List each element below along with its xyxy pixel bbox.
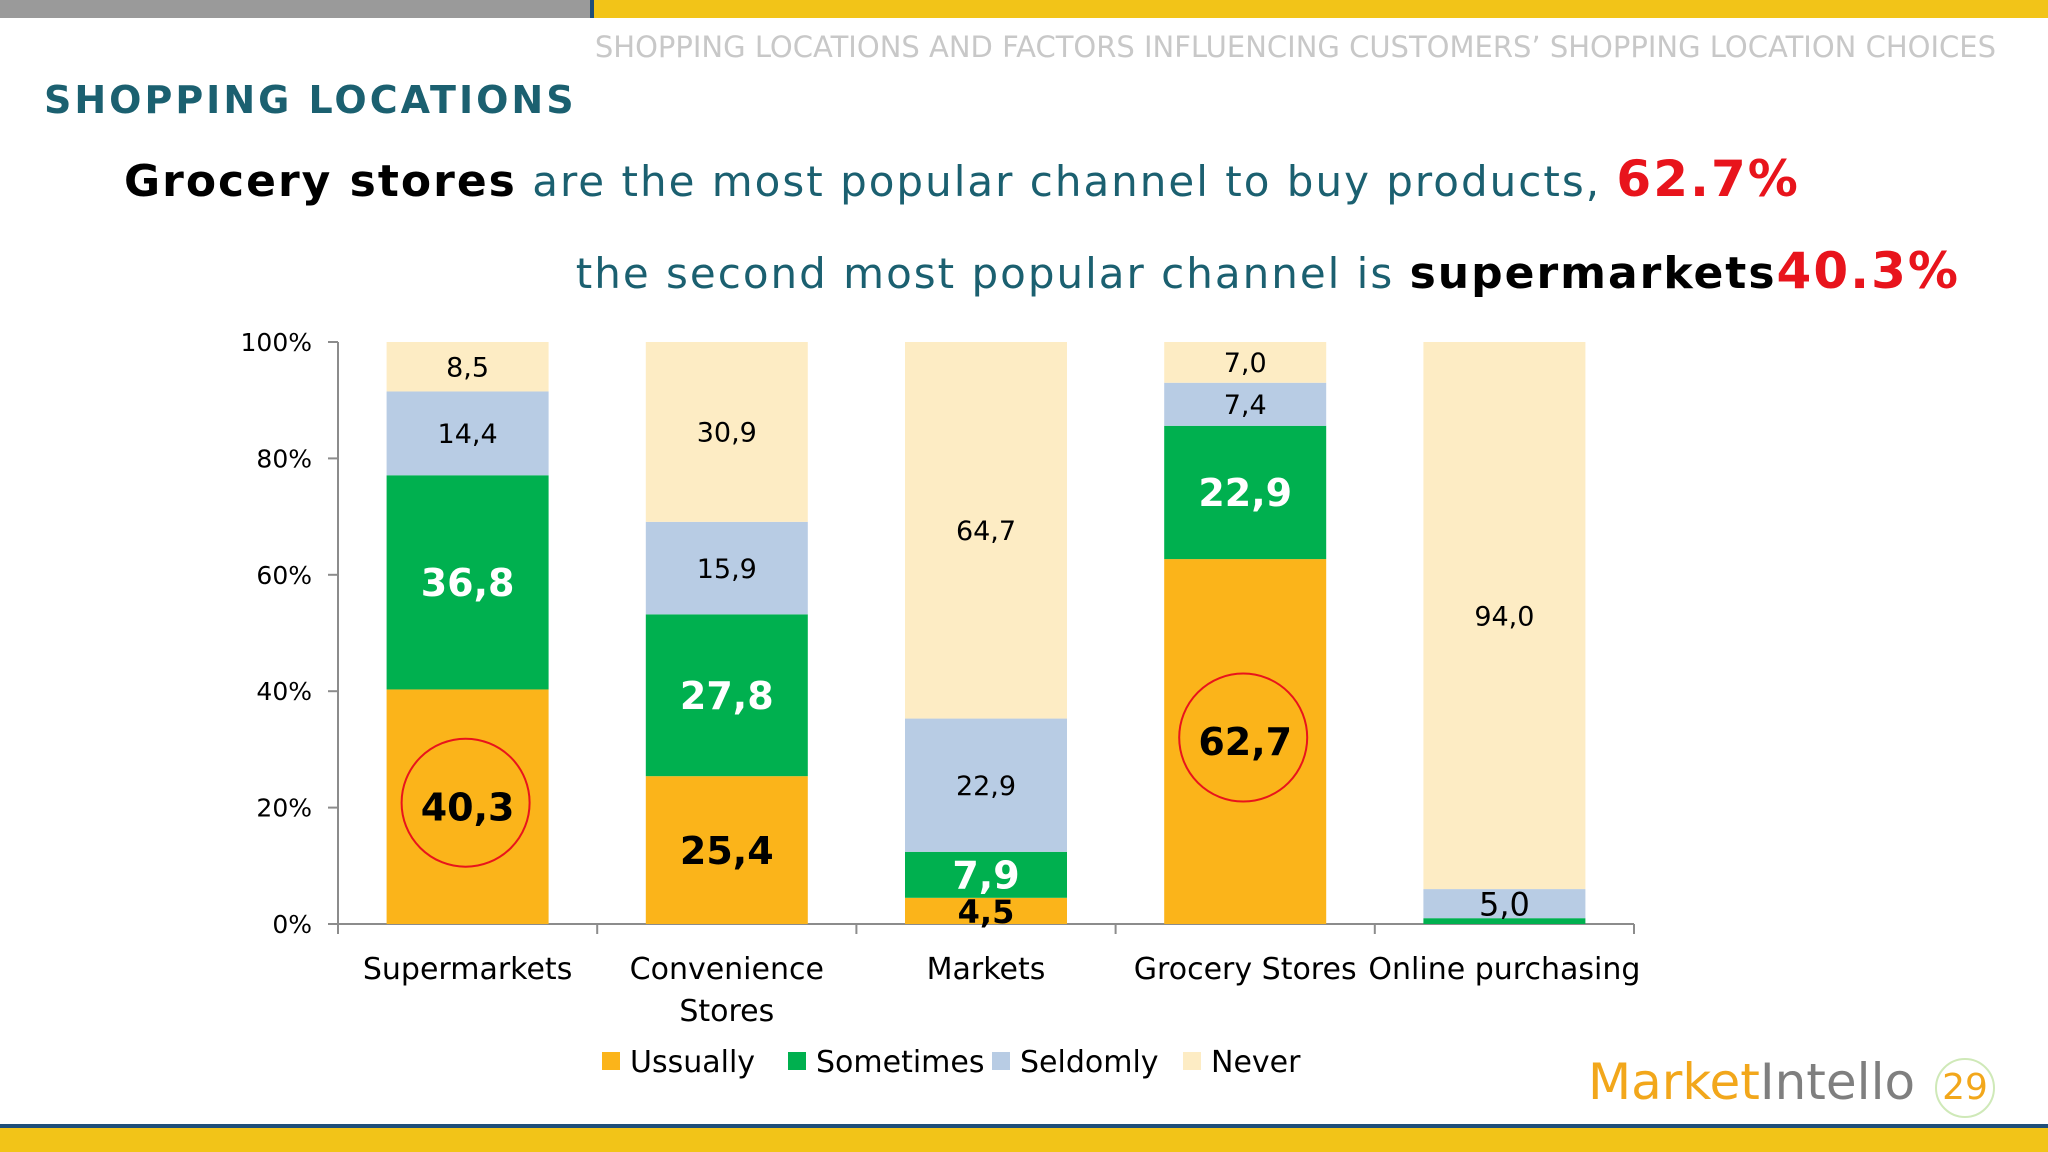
slide-header-title: SHOPPING LOCATIONS AND FACTORS INFLUENCI… xyxy=(594,30,1996,64)
headline-grocery-pct: 62.7% xyxy=(1616,150,1800,208)
data-label: 14,4 xyxy=(438,419,498,450)
highlight-circle xyxy=(1178,672,1309,803)
legend-label-seldomly: Seldomly xyxy=(1020,1045,1159,1080)
bar-sometimes-supermarkets xyxy=(386,475,549,690)
legend-label-sometimes: Sometimes xyxy=(816,1045,985,1080)
x-category-label: Stores xyxy=(679,994,774,1029)
headline-grocery-strong: Grocery stores xyxy=(124,156,517,207)
bar-seldomly-online-purchasing xyxy=(1423,889,1586,919)
logo-market-text: Market xyxy=(1588,1053,1760,1111)
data-label: 4,5 xyxy=(958,893,1015,931)
headline-supermarkets-text: the second most popular channel is xyxy=(575,249,1410,298)
headline-supermarkets-pct: 40.3% xyxy=(1776,242,1960,300)
bar-never-online-purchasing xyxy=(1423,342,1586,890)
x-category-label: Grocery Stores xyxy=(1134,952,1357,987)
x-category-label: Markets xyxy=(927,952,1046,987)
legend-swatch-sometimes xyxy=(788,1052,806,1070)
x-category-label: Supermarkets xyxy=(363,952,572,987)
y-tick-label: 60% xyxy=(256,561,312,590)
data-label: 36,8 xyxy=(421,561,515,605)
data-label: 62,7 xyxy=(1198,720,1292,764)
data-label: 5,0 xyxy=(1479,886,1530,924)
y-tick-label: 100% xyxy=(241,328,312,357)
legend-swatch-never xyxy=(1183,1052,1201,1070)
marketintello-logo: MarketIntello xyxy=(1588,1053,1915,1111)
headline-supermarkets: the second most popular channel is super… xyxy=(576,242,1960,300)
bar-never-grocery-stores xyxy=(1164,342,1327,383)
data-label: 27,8 xyxy=(680,674,774,718)
legend-swatch-ussually xyxy=(602,1052,620,1070)
data-label: 7,0 xyxy=(1224,348,1267,379)
y-tick-label: 40% xyxy=(256,677,312,706)
x-category-label: Convenience xyxy=(630,952,824,987)
data-label: 64,7 xyxy=(956,516,1016,547)
bar-ussually-supermarkets xyxy=(386,689,549,924)
data-label: 25,4 xyxy=(680,829,774,873)
section-title: SHOPPING LOCATIONS xyxy=(44,78,577,122)
bar-ussually-convenience-stores xyxy=(645,776,808,924)
headline-supermarkets-strong: supermarkets xyxy=(1409,248,1777,299)
data-label: 8,5 xyxy=(446,352,489,383)
headline-grocery: Grocery stores are the most popular chan… xyxy=(124,150,1800,208)
top-accent-bar-yellow xyxy=(590,0,2048,18)
y-tick-label: 20% xyxy=(256,794,312,823)
bar-seldomly-markets xyxy=(905,718,1067,852)
bar-sometimes-markets xyxy=(905,851,1067,898)
bottom-accent-bar xyxy=(0,1128,2048,1152)
highlight-circle xyxy=(400,737,531,868)
data-label: 22,9 xyxy=(956,771,1016,802)
data-label: 22,9 xyxy=(1198,471,1292,515)
bar-seldomly-convenience-stores xyxy=(645,521,808,615)
x-category-label: Online purchasing xyxy=(1368,952,1640,987)
data-label: 15,9 xyxy=(697,554,757,585)
top-accent-bar-gray xyxy=(0,0,590,18)
data-label: 40,3 xyxy=(421,785,515,829)
bar-seldomly-supermarkets xyxy=(386,391,549,476)
legend-swatch-seldomly xyxy=(992,1052,1010,1070)
bar-ussually-grocery-stores xyxy=(1164,559,1327,924)
bar-seldomly-grocery-stores xyxy=(1164,382,1327,426)
data-label: 30,9 xyxy=(697,418,757,449)
bottom-accent-line xyxy=(0,1124,2048,1128)
page-number-badge: 29 xyxy=(1935,1058,1995,1118)
y-tick-label: 80% xyxy=(256,444,312,473)
bar-sometimes-convenience-stores xyxy=(645,614,808,777)
data-label: 7,4 xyxy=(1224,390,1267,421)
data-label: 7,9 xyxy=(952,854,1019,898)
bar-never-convenience-stores xyxy=(645,342,808,522)
headline-grocery-text: are the most popular channel to buy prod… xyxy=(516,157,1617,206)
data-label: 94,0 xyxy=(1474,601,1534,632)
bar-never-supermarkets xyxy=(386,342,549,392)
legend-label-never: Never xyxy=(1211,1045,1301,1080)
bar-sometimes-online-purchasing xyxy=(1423,918,1586,924)
logo-intello-text: Intello xyxy=(1759,1053,1916,1111)
y-tick-label: 0% xyxy=(272,910,312,939)
bar-ussually-markets xyxy=(905,897,1067,924)
legend-label-ussually: Ussually xyxy=(630,1045,755,1080)
bar-sometimes-grocery-stores xyxy=(1164,425,1327,560)
bar-never-markets xyxy=(905,342,1067,719)
